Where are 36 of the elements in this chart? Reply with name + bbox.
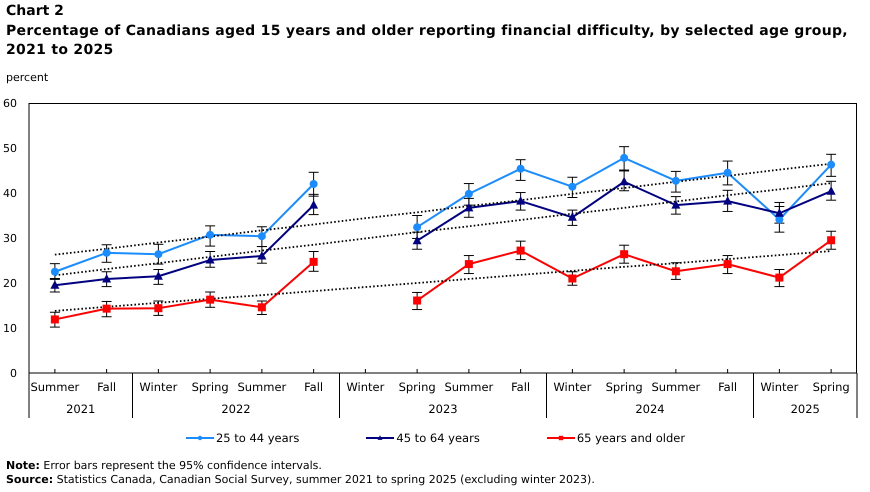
text: 2024 — [635, 402, 665, 416]
y-tick-label: 30 — [3, 232, 17, 245]
legend-label: 45 to 64 years — [396, 431, 480, 445]
x-tick-label: Spring — [398, 380, 436, 394]
x-tick-label: Winter — [346, 380, 385, 394]
y-tick-label: 50 — [3, 142, 17, 155]
y-tick-label: 10 — [3, 322, 17, 335]
chart-title: Chart 2 — [6, 3, 64, 19]
x-tick-label: Summer — [237, 380, 287, 394]
source-note: Source: Statistics Canada, Canadian Social Survey, summer 2021 to spring 2025 (excluding winter 2023). — [6, 473, 595, 486]
x-tick-label: Spring — [812, 380, 850, 394]
text: 2025 — [790, 402, 820, 416]
text: 2021 — [66, 402, 96, 416]
x-tick-label: Fall — [511, 380, 530, 394]
x-tick-label: Winter — [553, 380, 592, 394]
x-tick-label: Fall — [97, 380, 116, 394]
text: Note: Error bars represent the 95% confidence intervals. — [6, 459, 322, 472]
y-axis-title: percent — [6, 71, 48, 84]
y-tick-label: 40 — [3, 186, 17, 200]
y-tick-label: 0 — [10, 366, 17, 380]
text: 2022 — [221, 402, 251, 416]
text: 2023 — [428, 402, 458, 416]
y-tick-label: 20 — [3, 276, 17, 290]
x-tick-label: Spring — [606, 380, 643, 394]
x-tick-label: Winter — [760, 380, 799, 394]
x-tick-label: Fall — [304, 380, 324, 394]
chart-subtitle: Percentage of Canadians aged 15 years and older reporting financial difficulty, by selected age group, 2021 to 2025 — [6, 22, 849, 60]
x-tick-label: Fall — [718, 380, 738, 394]
y-tick-label: 60 — [3, 96, 17, 110]
x-tick-label: Winter — [139, 380, 178, 394]
legend-label: 25 to 44 years — [216, 431, 300, 445]
x-tick-label: Spring — [192, 380, 229, 394]
x-tick-label: Summer — [444, 380, 494, 394]
x-tick-label: Summer — [30, 380, 80, 394]
legend-label: 65 years and older — [576, 431, 686, 445]
x-tick-label: Summer — [651, 380, 701, 394]
